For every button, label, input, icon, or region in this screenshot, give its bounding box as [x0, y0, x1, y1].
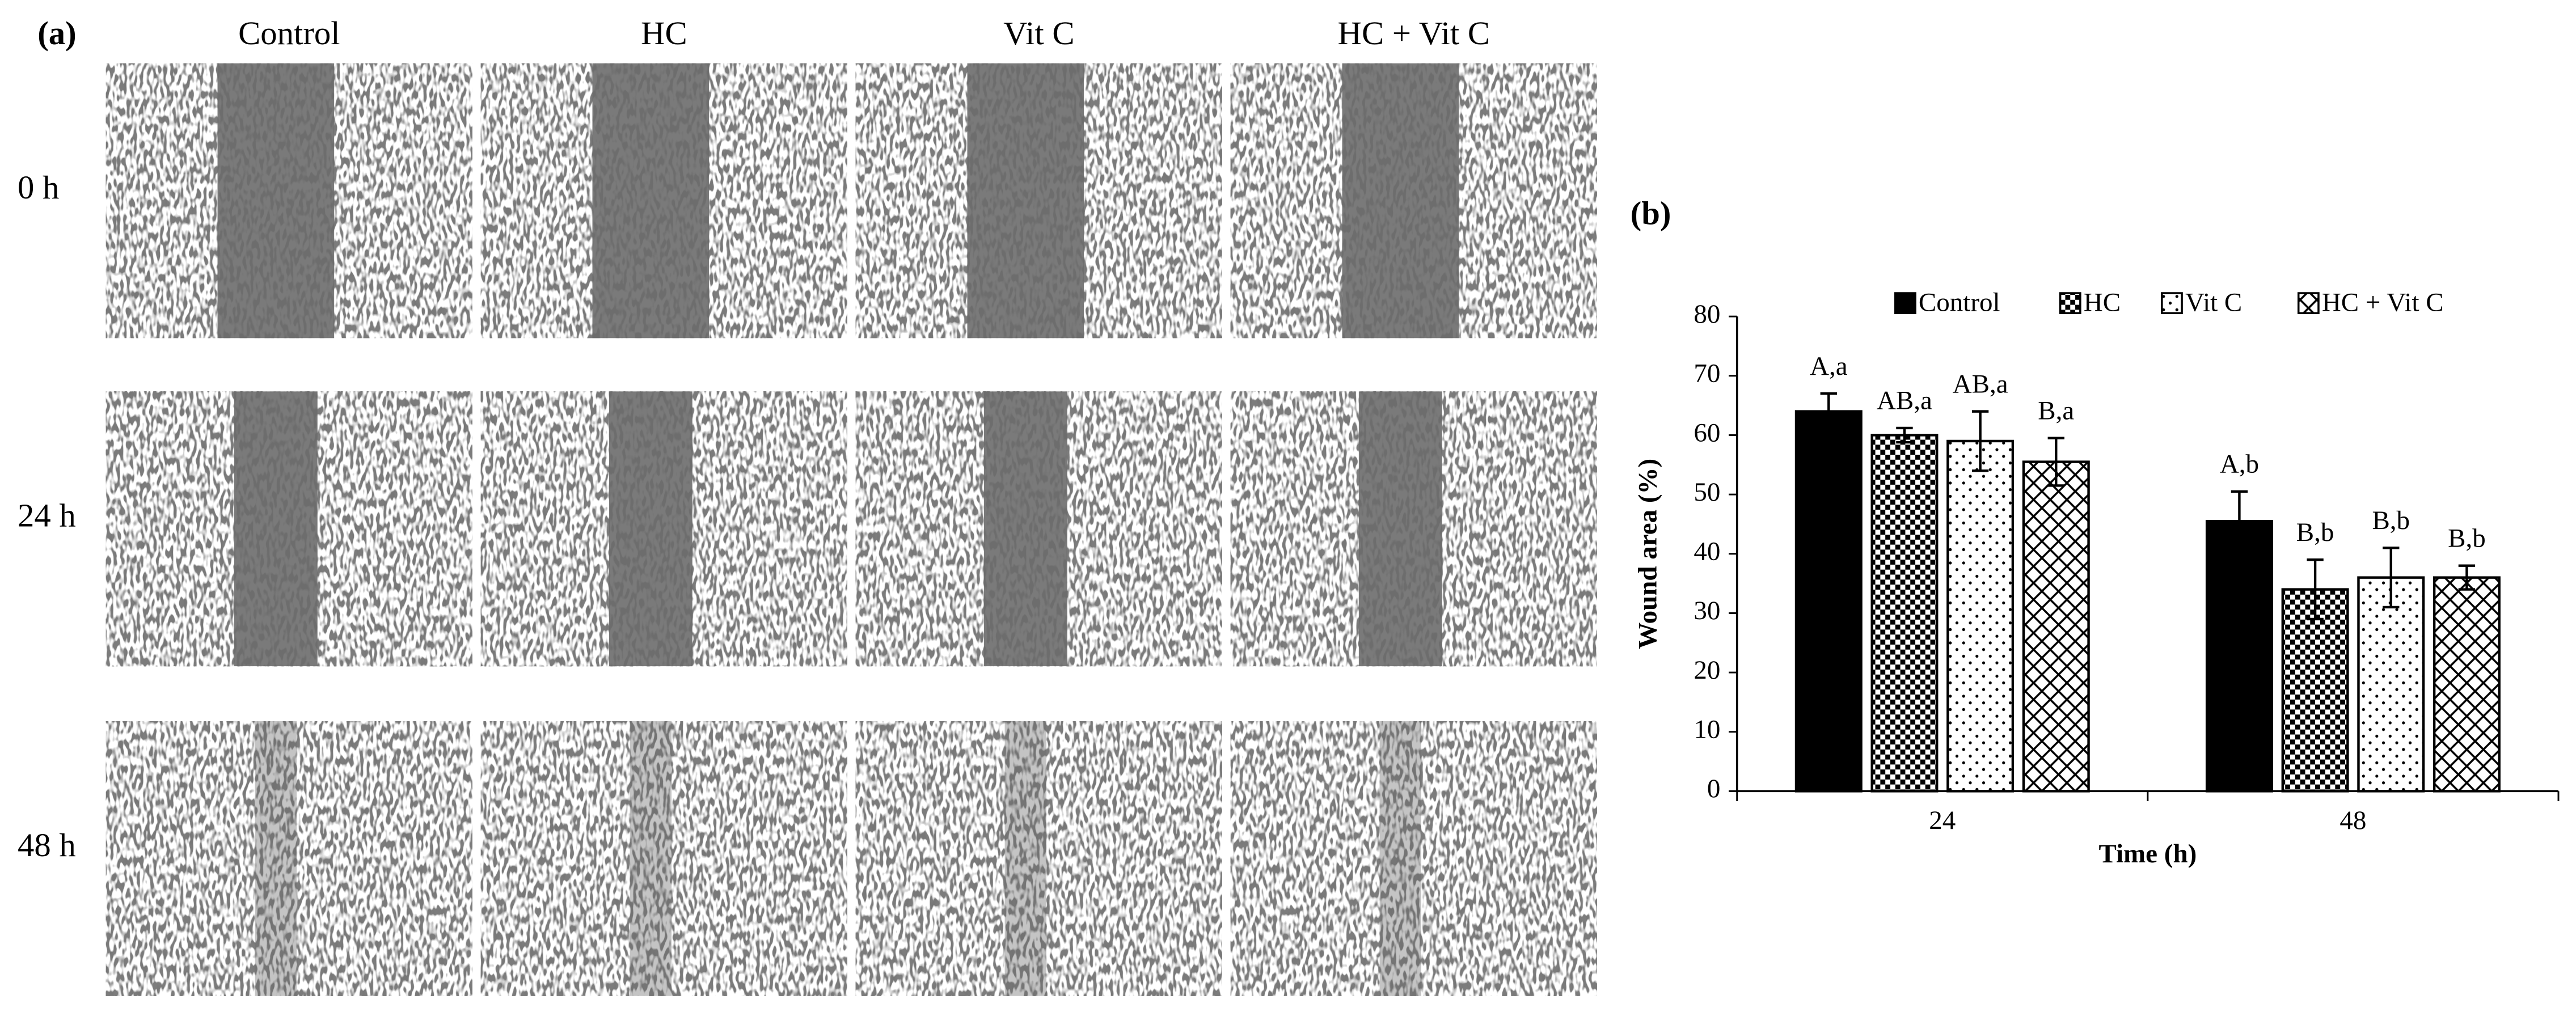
wound-gap: [217, 63, 335, 338]
wound-gap: [1358, 391, 1442, 667]
legend-label: HC + Vit C: [2322, 287, 2444, 317]
wound-gap: [609, 391, 692, 667]
y-tick-label: 10: [1694, 715, 1720, 744]
significance-label: B,b: [2372, 506, 2410, 535]
bar: [1794, 410, 1863, 793]
legend-swatch: [2161, 292, 2183, 315]
micrograph-image: [855, 721, 1222, 996]
bar: [1946, 439, 2015, 793]
micrograph: [105, 391, 472, 667]
column-header: HC: [641, 15, 687, 52]
y-tick-label: 0: [1707, 774, 1721, 803]
wound-gap: [630, 721, 672, 996]
y-tick-label: 20: [1694, 655, 1720, 685]
wound-gap: [983, 391, 1067, 667]
error-bar: [2231, 490, 2248, 552]
micrograph-image: [480, 721, 847, 996]
error-bar: [1820, 392, 1837, 431]
micrograph: [1230, 721, 1597, 996]
row-label: 48 h: [18, 827, 76, 863]
panel-label: (b): [1631, 194, 1671, 231]
legend-swatch: [2059, 292, 2081, 315]
wound-gap: [1342, 63, 1459, 338]
panel-label: (a): [37, 15, 77, 52]
micrograph: [480, 63, 847, 338]
significance-label: B,b: [2296, 518, 2334, 547]
wound-gap: [967, 63, 1084, 338]
significance-label: A,a: [1810, 352, 1848, 381]
micrograph: [480, 391, 847, 667]
legend-label: Control: [1919, 287, 2000, 317]
error-bar: [2047, 437, 2064, 487]
micrograph: [1230, 391, 1597, 667]
wound-gap: [1379, 721, 1422, 996]
y-tick-label: 60: [1694, 418, 1720, 447]
micrograph: [105, 63, 472, 338]
y-tick-label: 50: [1694, 477, 1720, 507]
micrograph: [480, 721, 847, 996]
wound-gap: [234, 391, 318, 667]
column-header: HC + Vit C: [1338, 15, 1490, 52]
column-header: Vit C: [1003, 15, 1074, 52]
micrograph: [855, 391, 1222, 667]
bar: [1870, 434, 1939, 793]
y-tick-label: 80: [1694, 299, 1720, 329]
x-tick-label: 24: [1929, 806, 1956, 835]
x-tick-label: 48: [2339, 806, 2366, 835]
row-label: 24 h: [18, 497, 76, 534]
significance-label: A,b: [2220, 450, 2259, 479]
bar: [2022, 460, 2090, 793]
bar: [2281, 588, 2349, 793]
y-axis-title: Wound area (%): [1633, 459, 1663, 649]
y-tick-label: 40: [1694, 537, 1720, 566]
significance-label: B,b: [2448, 523, 2486, 553]
micrograph: [105, 721, 472, 996]
error-bar: [2307, 558, 2324, 621]
error-bar: [2458, 564, 2476, 591]
significance-label: AB,a: [1877, 386, 1932, 416]
micrograph-image: [1230, 721, 1597, 996]
error-bar: [2383, 547, 2400, 609]
legend-swatch: [1894, 292, 1916, 315]
micrograph-image: [105, 721, 472, 996]
micrograph: [1230, 63, 1597, 338]
row-label: 0 h: [18, 169, 59, 206]
wound-gap: [592, 63, 710, 338]
micrograph: [855, 721, 1222, 996]
legend-label: HC: [2084, 287, 2121, 317]
wound-gap: [1004, 721, 1047, 996]
legend-label: Vit C: [2185, 287, 2242, 317]
bar: [2205, 520, 2273, 793]
micrograph: [855, 63, 1222, 338]
legend-swatch: [2297, 292, 2320, 315]
error-bar: [1896, 426, 1913, 444]
y-tick-label: 30: [1694, 596, 1720, 625]
column-header: Control: [238, 15, 340, 52]
significance-label: AB,a: [1953, 369, 2008, 399]
y-tick-label: 70: [1694, 359, 1720, 388]
bar: [2357, 576, 2425, 793]
wound-gap: [255, 721, 297, 996]
significance-label: B,a: [2038, 396, 2074, 425]
error-bar: [1971, 410, 1989, 472]
x-axis-title: Time (h): [2098, 839, 2197, 869]
bar: [2433, 576, 2501, 793]
